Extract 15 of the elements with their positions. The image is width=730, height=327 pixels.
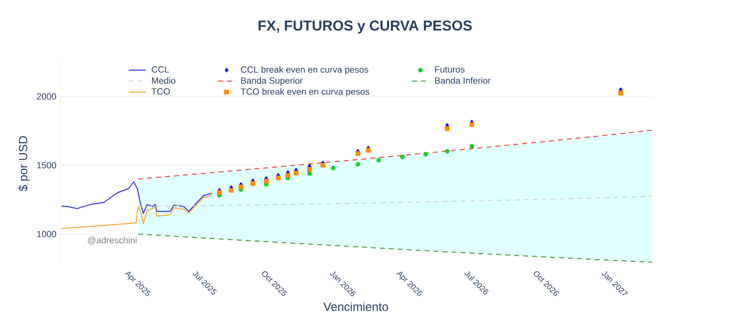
legend-label: CCL break even en curva pesos [241,66,368,75]
legend-label: TCO break even en curva pesos [240,88,370,96]
chart-title: FX, FUTUROS y CURVA PESOS [258,20,472,34]
y-axis-title: $ por USD [18,136,30,192]
legend-label: Futuros [435,66,465,73]
annotation: @adreschini [88,236,137,245]
y-tick-label: 1000 [37,230,56,238]
x-axis-title: Vencimiento [323,302,388,311]
legend-label: Banda Inferior [435,77,491,84]
legend-label: TCO [152,88,170,95]
legend-label: CCL [152,66,169,73]
y-tick-label: 1500 [37,162,56,168]
legend-label: Medio [152,77,176,84]
legend-label: Banda Superior [241,77,303,86]
y-tick-label: 2000 [36,93,56,100]
